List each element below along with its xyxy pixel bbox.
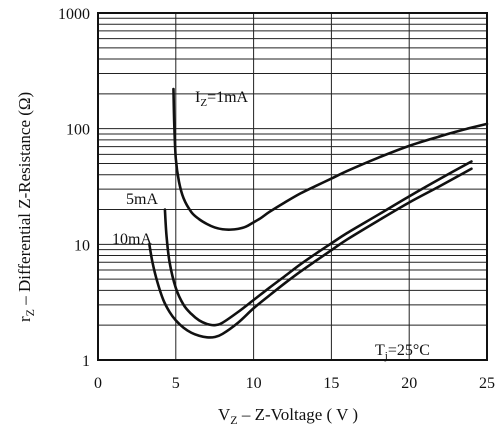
y-tick-label: 100 xyxy=(66,122,90,139)
curves xyxy=(148,87,489,339)
y-axis-title-rest: – Differential Z-Resistance (Ω) xyxy=(15,92,34,309)
plot-frame xyxy=(97,12,488,361)
tick-labels: 0 5 10 15 20 25 1 10 100 1000 xyxy=(58,6,495,392)
series-label-10ma: 10mA xyxy=(112,231,152,248)
x-axis-title-main: V xyxy=(218,405,231,424)
x-tick-label: 0 xyxy=(94,375,102,392)
x-tick-label: 15 xyxy=(323,375,339,392)
temperature-annotation: Tj=25°C xyxy=(375,342,430,362)
curve-5ma xyxy=(163,160,473,327)
x-tick-label: 5 xyxy=(172,375,180,392)
y-tick-label: 1 xyxy=(82,353,90,370)
series-label-1ma: IZ=1mA xyxy=(195,89,249,109)
y-tick-label: 1000 xyxy=(58,6,90,23)
x-axis-title: VZ – Z-Voltage ( V ) xyxy=(218,405,358,427)
x-tick-label: 25 xyxy=(479,375,495,392)
series-label-5ma: 5mA xyxy=(126,191,158,208)
series-label-1ma-rest: =1mA xyxy=(207,89,248,106)
curve-1ma xyxy=(172,87,489,231)
y-axis-title: rZ – Differential Z-Resistance (Ω) xyxy=(15,92,37,322)
x-axis-title-rest: – Z-Voltage ( V ) xyxy=(238,405,358,424)
x-axis-title-sub: Z xyxy=(230,413,237,427)
series-label-1ma-sub: Z xyxy=(200,97,207,109)
y-axis-title-sub: Z xyxy=(23,309,37,316)
y-tick-label: 10 xyxy=(74,237,90,254)
curve-10ma xyxy=(148,167,473,339)
temperature-annotation-sub: j xyxy=(384,350,388,362)
y-axis-title-main: r xyxy=(15,316,34,322)
x-tick-label: 20 xyxy=(401,375,417,392)
temperature-annotation-rest: =25°C xyxy=(388,342,430,359)
temperature-annotation-main: T xyxy=(375,342,385,359)
x-tick-label: 10 xyxy=(246,375,262,392)
series-label-1ma-main: I xyxy=(195,89,200,106)
grid xyxy=(97,12,488,360)
